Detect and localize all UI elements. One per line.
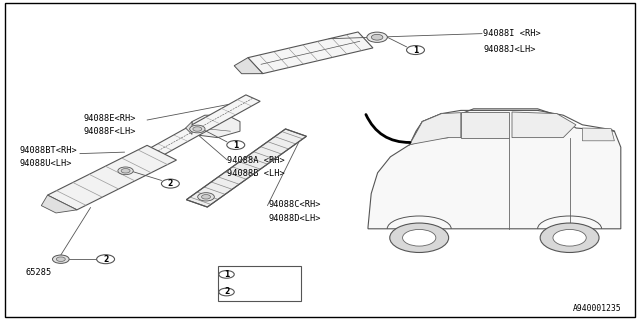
Text: 94088A <RH>: 94088A <RH> [227,156,285,164]
Text: A940001235: A940001235 [573,304,622,313]
Text: 1: 1 [224,270,229,279]
Text: 65285: 65285 [26,268,52,277]
Bar [218,266,301,301]
Circle shape [202,195,211,199]
Text: 1: 1 [413,45,418,54]
Circle shape [390,223,449,252]
Polygon shape [186,122,192,134]
Polygon shape [368,109,621,229]
Polygon shape [582,128,614,141]
Circle shape [219,271,234,278]
Polygon shape [42,195,77,213]
Text: 94088C<RH>: 94088C<RH> [269,200,321,209]
Circle shape [406,45,424,54]
Polygon shape [192,115,240,138]
Text: 1: 1 [233,140,238,149]
Polygon shape [512,112,576,138]
Text: 94088BT<RH>: 94088BT<RH> [19,146,77,155]
Text: Q575016: Q575016 [241,287,278,297]
Circle shape [198,193,214,201]
Circle shape [367,32,387,42]
Text: 2: 2 [103,255,108,264]
Circle shape [553,229,586,246]
Text: 94088E<RH>: 94088E<RH> [83,114,136,123]
Polygon shape [117,95,260,173]
Circle shape [371,34,383,40]
Text: 0474S*A: 0474S*A [241,270,278,279]
Polygon shape [410,113,461,145]
Polygon shape [248,32,373,74]
Text: 2: 2 [224,287,229,297]
Text: 94088I <RH>: 94088I <RH> [483,29,541,38]
Text: 94088J<LH>: 94088J<LH> [483,45,536,54]
Circle shape [52,255,69,263]
Circle shape [189,125,205,133]
Text: 94088B <LH>: 94088B <LH> [227,169,285,178]
Circle shape [219,288,234,296]
Circle shape [118,167,133,175]
Circle shape [121,169,130,173]
Text: 2: 2 [168,179,173,188]
Circle shape [227,140,244,149]
Polygon shape [461,112,509,138]
Circle shape [97,255,115,264]
Circle shape [56,257,65,261]
Circle shape [193,127,202,131]
Circle shape [403,229,436,246]
Polygon shape [47,145,177,210]
Circle shape [161,179,179,188]
Polygon shape [234,58,263,74]
Text: 94088F<LH>: 94088F<LH> [83,127,136,136]
Circle shape [540,223,599,252]
Polygon shape [186,129,307,207]
Text: 94088D<LH>: 94088D<LH> [269,214,321,223]
Text: 94088U<LH>: 94088U<LH> [19,159,72,168]
